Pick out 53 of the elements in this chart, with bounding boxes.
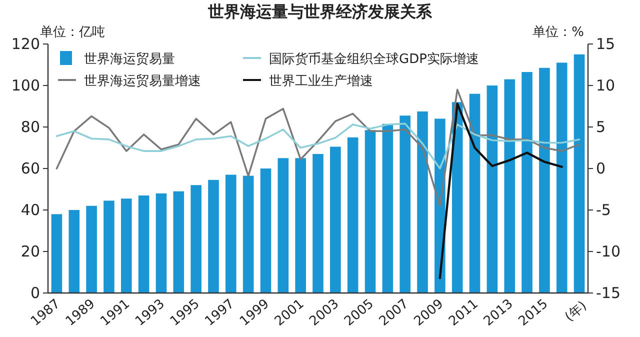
legend-label: 世界工业生产增速: [269, 74, 373, 89]
y2-tick-label: 15: [596, 35, 616, 53]
y2-axis-title: 单位：%: [532, 25, 584, 40]
y2-tick-label: 10: [596, 76, 616, 94]
bar: [347, 137, 358, 293]
bar: [364, 130, 376, 293]
legend-label: 世界海运贸易量: [84, 52, 175, 67]
bar: [312, 154, 324, 293]
y-tick-label: 20: [20, 242, 40, 260]
bar: [400, 116, 410, 293]
bar: [68, 210, 80, 293]
line-series: [438, 102, 563, 280]
y2-tick-label: 5: [596, 118, 606, 136]
bar: [522, 72, 532, 293]
x-axis-title: (年): [562, 298, 590, 325]
bar: [417, 111, 428, 293]
bar: [104, 200, 114, 293]
bar: [120, 198, 132, 293]
bar: [539, 68, 550, 293]
y-tick-label: 40: [20, 201, 40, 219]
bar: [51, 214, 62, 293]
y-tick-label: 0: [30, 284, 40, 302]
bar: [469, 94, 480, 293]
bar: [138, 195, 150, 293]
bar: [173, 191, 184, 293]
bar: [278, 158, 289, 293]
bar: [226, 174, 236, 293]
legend-label: 世界海运贸易量增速: [84, 74, 201, 89]
y-tick-label: 100: [11, 76, 40, 94]
bar: [260, 168, 272, 293]
bar: [208, 180, 219, 293]
y-tick-label: 120: [11, 35, 40, 53]
bar: [556, 62, 568, 293]
bar: [190, 185, 202, 293]
bar: [86, 206, 97, 293]
y-axis-title: 单位：亿吨: [40, 25, 105, 40]
y2-tick-label: 0: [596, 160, 606, 178]
bar: [486, 86, 498, 293]
bar: [574, 54, 585, 293]
y2-tick-label: -5: [596, 201, 611, 219]
bar: [156, 193, 167, 293]
y-tick-label: 80: [20, 118, 40, 136]
y-tick-label: 60: [20, 160, 40, 178]
y2-tick-label: -15: [596, 284, 620, 302]
bar: [330, 146, 341, 293]
chart-title: 世界海运量与世界经济发展关系: [207, 2, 433, 21]
bar: [504, 79, 516, 293]
bar: [295, 158, 306, 293]
line-series: [56, 122, 580, 170]
line-series: [56, 88, 580, 207]
bar: [382, 124, 394, 293]
bar: [242, 176, 254, 293]
y2-tick-label: -10: [596, 242, 620, 260]
